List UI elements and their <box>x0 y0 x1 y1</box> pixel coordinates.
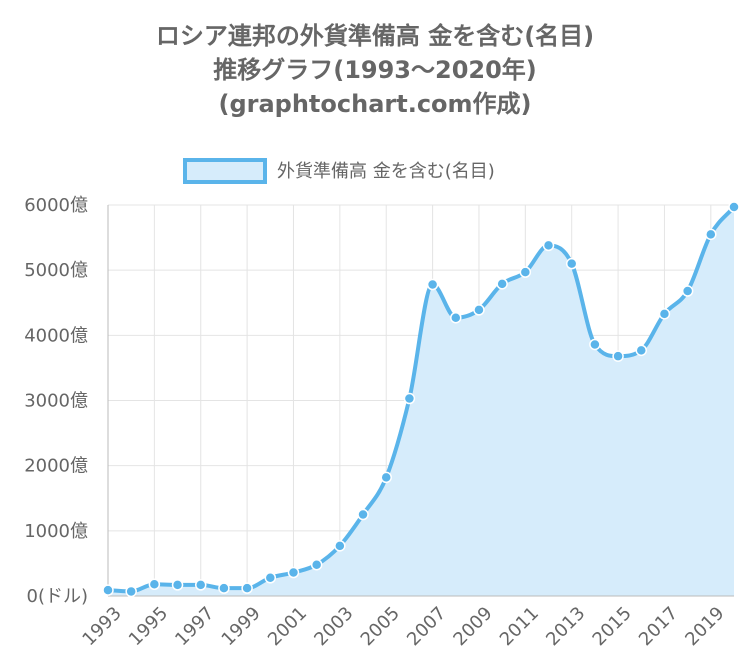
x-tick-label: 1999 <box>218 603 265 650</box>
series-line <box>107 205 736 594</box>
series-area-fill <box>108 206 734 596</box>
data-point-1995[interactable] <box>148 578 161 591</box>
data-point-2008[interactable] <box>450 311 462 324</box>
x-tick-label: 1993 <box>78 603 125 650</box>
data-point-2010[interactable] <box>496 278 508 290</box>
data-point-1994[interactable] <box>125 585 137 598</box>
x-tick-label: 2017 <box>635 603 682 650</box>
data-point-2000[interactable] <box>264 572 277 584</box>
data-point-1996[interactable] <box>171 579 184 591</box>
x-tick-label: 2013 <box>542 603 589 650</box>
data-point-2002[interactable] <box>310 558 323 571</box>
x-tick-label: 2011 <box>496 603 543 650</box>
data-point-1993[interactable] <box>102 584 114 596</box>
y-tick-label: 5000億 <box>24 260 88 281</box>
data-point-2017[interactable] <box>658 308 671 320</box>
legend-label: 外貨準備高 金を含む(名目) <box>277 161 495 182</box>
data-point-2016[interactable] <box>635 344 648 357</box>
chart-title-line-3: (graphtochart.com作成) <box>218 90 531 118</box>
data-point-2019[interactable] <box>705 228 717 241</box>
data-point-2013[interactable] <box>565 257 578 270</box>
y-axis-ticks: 0(ドル) 1000億 2000億 3000億 4000億 5000億 6000億 <box>24 195 88 607</box>
y-tick-label: 3000億 <box>24 391 88 412</box>
data-point-2015[interactable] <box>612 350 624 362</box>
data-point-2004[interactable] <box>357 508 369 521</box>
chart-title: ロシア連邦の外貨準備高 金を含む(名目) 推移グラフ(1993〜2020年) (… <box>156 22 594 118</box>
legend[interactable]: 外貨準備高 金を含む(名目) <box>183 158 495 184</box>
chart-title-line-1: ロシア連邦の外貨準備高 金を含む(名目) <box>156 22 594 50</box>
legend-swatch <box>183 158 267 184</box>
series-points <box>102 201 740 598</box>
data-point-1999[interactable] <box>241 582 253 594</box>
x-tick-label: 2003 <box>310 603 357 650</box>
y-tick-label: 0(ドル) <box>27 586 89 607</box>
y-tick-label: 6000億 <box>24 195 88 216</box>
x-tick-label: 2001 <box>264 603 311 650</box>
data-point-2018[interactable] <box>681 285 694 297</box>
x-tick-label: 2015 <box>589 603 636 650</box>
x-tick-label: 1997 <box>171 603 218 650</box>
y-tick-label: 4000億 <box>24 325 88 346</box>
data-point-2006[interactable] <box>403 392 416 405</box>
x-tick-label: 2019 <box>681 603 728 650</box>
data-point-2011[interactable] <box>519 266 532 278</box>
data-point-2012[interactable] <box>542 239 555 252</box>
data-point-2014[interactable] <box>589 338 601 351</box>
data-point-2020[interactable] <box>728 201 740 213</box>
data-point-2003[interactable] <box>334 540 346 552</box>
y-tick-label: 1000億 <box>24 521 88 542</box>
series-area <box>107 205 736 596</box>
chart-title-line-2: 推移グラフ(1993〜2020年) <box>213 56 537 84</box>
data-point-2009[interactable] <box>473 304 485 316</box>
x-tick-label: 1995 <box>125 603 172 650</box>
x-axis-ticks: 1993 1995 1997 1999 2001 2003 2005 2007 2009 2011… <box>78 603 728 650</box>
y-tick-label: 2000億 <box>24 456 88 477</box>
data-point-2001[interactable] <box>287 566 300 579</box>
x-tick-label: 2007 <box>403 603 450 650</box>
data-point-1998[interactable] <box>218 582 230 594</box>
x-tick-label: 2009 <box>449 603 496 650</box>
x-tick-label: 2005 <box>357 603 404 650</box>
axes <box>107 205 734 597</box>
data-point-2007[interactable] <box>426 278 439 291</box>
data-point-1997[interactable] <box>194 579 207 591</box>
data-point-2005[interactable] <box>380 471 392 484</box>
